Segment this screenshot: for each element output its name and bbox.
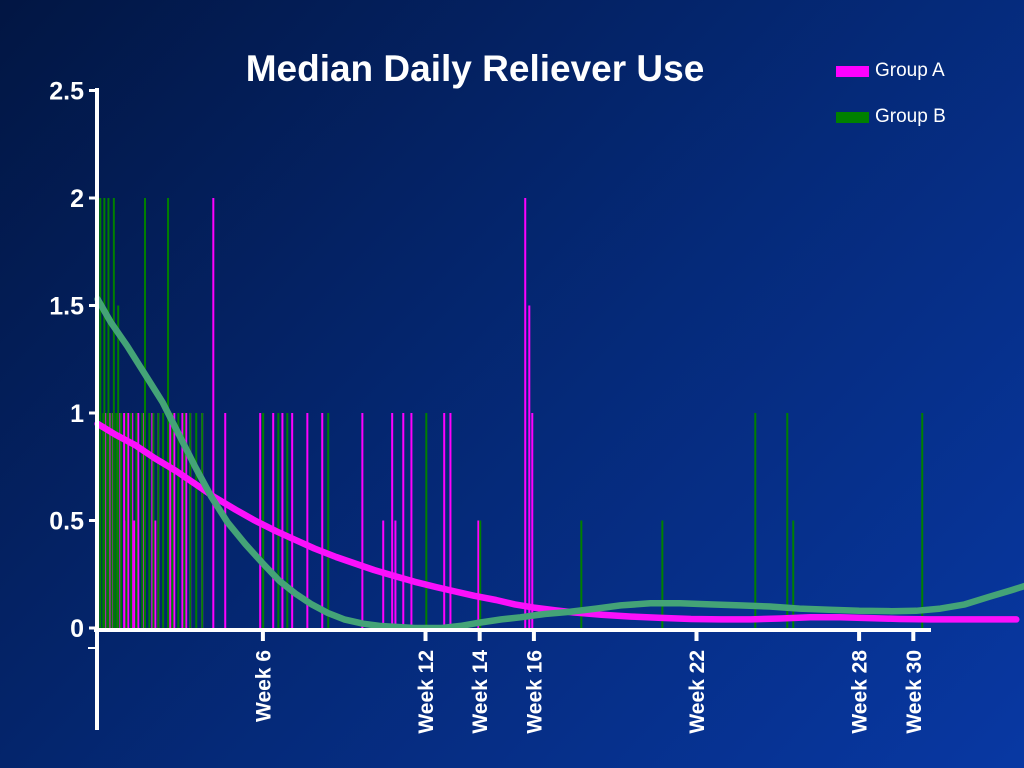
legend-swatch-group-b <box>836 111 869 123</box>
chart-title: Median Daily Reliever Use <box>245 48 705 89</box>
legend: Group A Group B <box>836 57 946 149</box>
x-tick-label: Week 28 <box>849 650 872 734</box>
legend-label-group-b: Group B <box>875 106 946 127</box>
median-line-group-a <box>94 420 1020 623</box>
legend-item-group-b: Group B <box>836 103 946 131</box>
y-tick-label: 1.5 <box>49 293 84 321</box>
y-tick-label: 0 <box>70 615 84 643</box>
x-tick-label: Week 16 <box>523 650 546 734</box>
legend-item-group-a: Group A <box>836 57 946 85</box>
x-tick-label: Week 6 <box>252 650 275 722</box>
spikes-group-b <box>99 198 924 629</box>
y-tick-label: 0.5 <box>49 508 84 536</box>
x-tick-label: Week 22 <box>686 650 709 734</box>
y-tick-label: 2 <box>70 185 84 213</box>
median-line-group-b <box>94 295 1024 632</box>
x-tick-label: Week 12 <box>415 650 438 734</box>
x-tick-label: Week 14 <box>469 650 492 734</box>
y-tick-label: 2.5 <box>49 78 84 106</box>
legend-swatch-group-a <box>836 65 869 77</box>
legend-label-group-a: Group A <box>875 60 945 81</box>
x-tick-label: Week 30 <box>903 650 926 734</box>
y-tick-label: 1 <box>70 400 84 428</box>
